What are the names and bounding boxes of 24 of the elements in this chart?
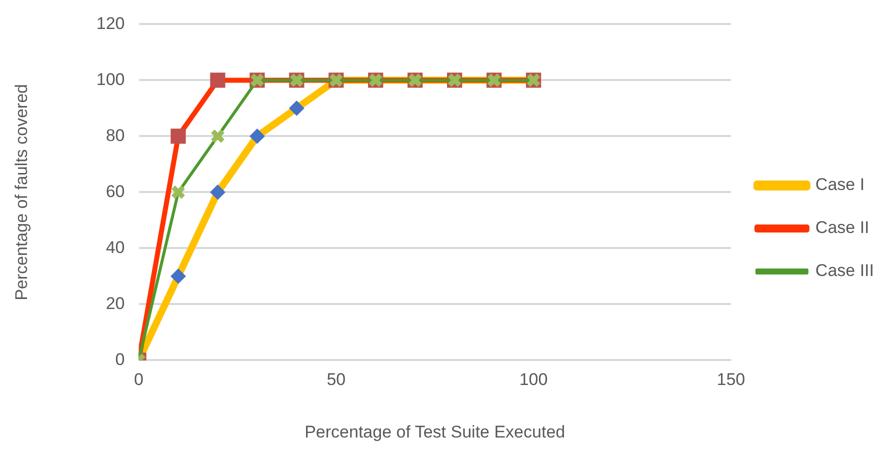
point <box>170 128 186 144</box>
y-tick-label: 80 <box>106 126 125 145</box>
legend-label: Case III <box>815 261 874 280</box>
y-tick-label: 0 <box>115 350 125 369</box>
legend-label: Case II <box>815 218 870 238</box>
x-tick-label: 0 <box>134 370 144 390</box>
point <box>210 72 226 88</box>
y-tick-label: 40 <box>106 238 125 257</box>
x-axis-title: Percentage of Test Suite Executed <box>304 422 566 442</box>
y-tick-label: 100 <box>96 70 125 89</box>
legend-label: Case I <box>815 175 865 194</box>
y-tick-label: 60 <box>106 182 125 201</box>
x-tick-label: 150 <box>716 370 746 390</box>
y-axis-title: Percentage of faults covered <box>12 84 31 300</box>
point <box>170 268 186 284</box>
point <box>289 100 304 116</box>
point <box>210 184 226 200</box>
x-tick-label: 100 <box>519 370 548 390</box>
y-tick-label: 120 <box>96 14 125 33</box>
point <box>250 128 265 144</box>
y-tick-label: 20 <box>106 294 125 313</box>
x-tick-label: 50 <box>326 370 346 390</box>
point <box>210 128 226 144</box>
point <box>170 184 186 200</box>
